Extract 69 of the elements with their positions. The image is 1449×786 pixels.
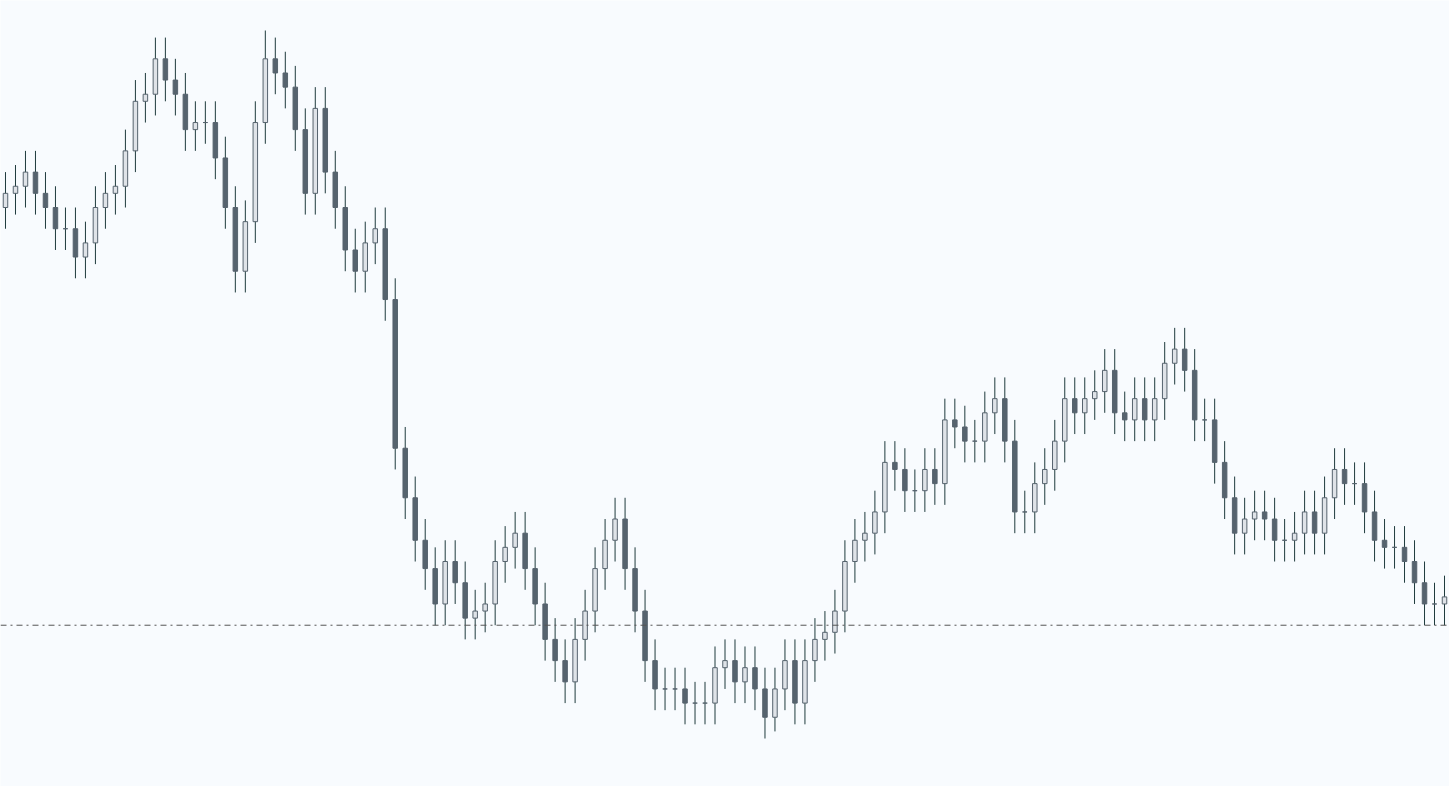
candlestick (1251, 490, 1258, 541)
candlestick (282, 51, 289, 109)
candlestick (1411, 539, 1418, 605)
candlestick (112, 164, 119, 216)
candlestick (372, 207, 378, 265)
candlestick (1141, 376, 1148, 442)
candlestick (22, 150, 29, 208)
candlestick (1301, 490, 1308, 555)
candlestick (1441, 575, 1448, 626)
candlestick (472, 589, 478, 640)
candlestick (192, 100, 199, 152)
candlestick (142, 72, 149, 124)
candlestick (1092, 369, 1098, 421)
candlestick (1341, 447, 1348, 506)
candlestick (2, 171, 9, 230)
candlestick (1072, 376, 1078, 435)
candlestick (1131, 376, 1138, 442)
candlestick (952, 398, 958, 449)
candlestick (902, 447, 908, 513)
candlestick (682, 667, 688, 725)
candlestick (992, 376, 998, 435)
candlestick (922, 447, 928, 513)
candlestick (862, 511, 868, 562)
candlestick (1201, 398, 1208, 442)
candlestick (732, 638, 738, 704)
candlestick (1181, 327, 1188, 393)
candlestick (1271, 497, 1278, 562)
candlestick (872, 490, 878, 555)
candlestick (1401, 525, 1408, 584)
candlestick (1171, 327, 1178, 385)
candlestick (272, 37, 279, 95)
candlestick (1381, 518, 1388, 570)
candlestick (1042, 447, 1048, 506)
candlestick (42, 171, 49, 230)
candlestick (172, 58, 179, 116)
candlestick (822, 610, 828, 662)
candlestick (962, 405, 968, 463)
candlestick (1311, 490, 1318, 555)
candlestick (932, 447, 938, 506)
candlestick (82, 221, 89, 279)
candlestick (1101, 348, 1108, 414)
candlestick (512, 511, 518, 570)
candlestick (612, 497, 618, 562)
candlestick (562, 638, 568, 704)
candlestick (482, 582, 488, 633)
candlestick (452, 539, 458, 605)
candlestick (1291, 511, 1298, 562)
candlestick (812, 617, 818, 683)
candlestick (1421, 561, 1428, 626)
candlestick (1241, 497, 1248, 555)
candlestick (12, 164, 19, 216)
candlestick (352, 228, 358, 293)
candlestick (722, 638, 728, 690)
candlestick (162, 37, 169, 102)
candlestick (1121, 391, 1128, 442)
candlestick (892, 440, 898, 492)
candlestick (52, 185, 59, 251)
candlestick (832, 589, 838, 655)
candlestick (552, 617, 558, 683)
candlestick (1082, 376, 1088, 435)
candlestick (502, 525, 508, 584)
candlestick (102, 171, 109, 230)
candlestick (1151, 376, 1158, 442)
candlestick (1261, 490, 1268, 541)
candlestick (752, 645, 758, 711)
candlestick (32, 150, 39, 216)
candlestick (1431, 582, 1438, 626)
candlestick (852, 518, 858, 584)
candlestick (742, 645, 748, 704)
